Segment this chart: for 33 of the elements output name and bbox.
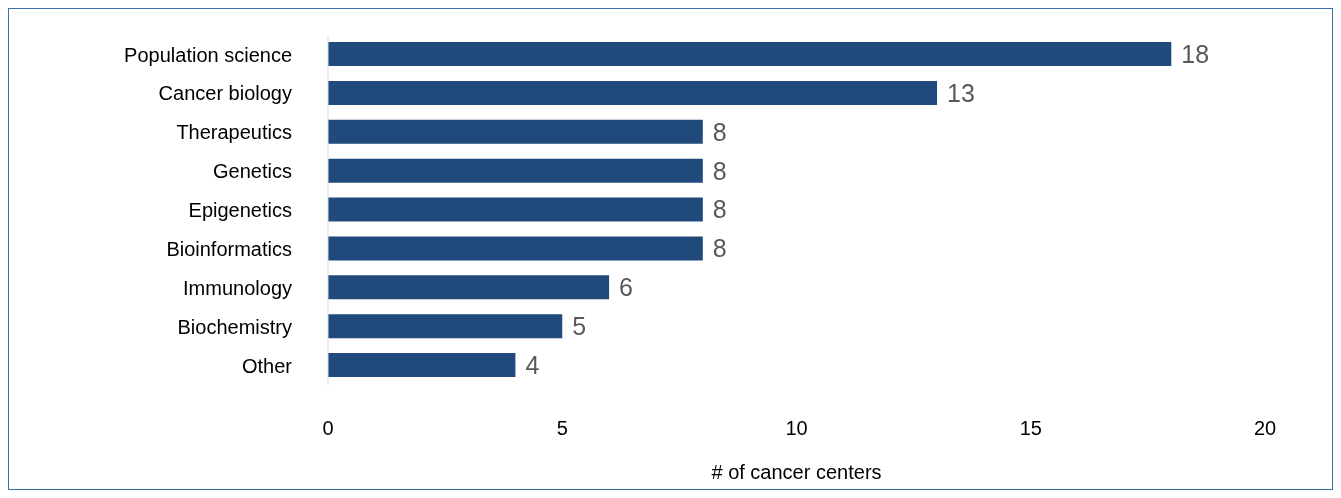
bar (328, 353, 516, 378)
bar (328, 236, 703, 261)
y-tick-label: Immunology (183, 276, 292, 299)
x-tick-label: 5 (556, 417, 568, 440)
y-tick-label: Therapeutics (176, 121, 292, 144)
bar (328, 197, 703, 222)
bar (328, 119, 703, 144)
x-tick-label: 10 (785, 417, 808, 440)
data-label: 13 (947, 78, 975, 107)
bar (328, 314, 563, 339)
bar (328, 80, 938, 105)
y-tick-label: Population science (124, 43, 292, 66)
data-label: 4 (525, 350, 540, 379)
data-label: 8 (712, 195, 727, 224)
y-tick-label: Genetics (213, 160, 292, 183)
y-tick-label: Cancer biology (158, 82, 292, 105)
x-tick-label: 15 (1019, 417, 1042, 440)
x-tick-label: 20 (1253, 417, 1277, 440)
bar (328, 158, 703, 183)
x-axis-title: # of cancer centers (711, 461, 882, 483)
y-tick-label: Biochemistry (177, 315, 292, 338)
data-label: 8 (712, 234, 727, 263)
data-label: 18 (1181, 39, 1210, 68)
data-label: 6 (619, 273, 634, 302)
bar (328, 42, 1172, 66)
y-tick-label: Bioinformatics (166, 237, 292, 260)
y-tick-label: Epigenetics (188, 199, 292, 222)
bar (328, 275, 610, 300)
data-label: 5 (572, 312, 587, 341)
data-label: 8 (712, 156, 727, 185)
x-tick-label: 0 (322, 417, 334, 440)
data-label: 8 (712, 117, 727, 146)
y-tick-label: Other (241, 354, 293, 377)
